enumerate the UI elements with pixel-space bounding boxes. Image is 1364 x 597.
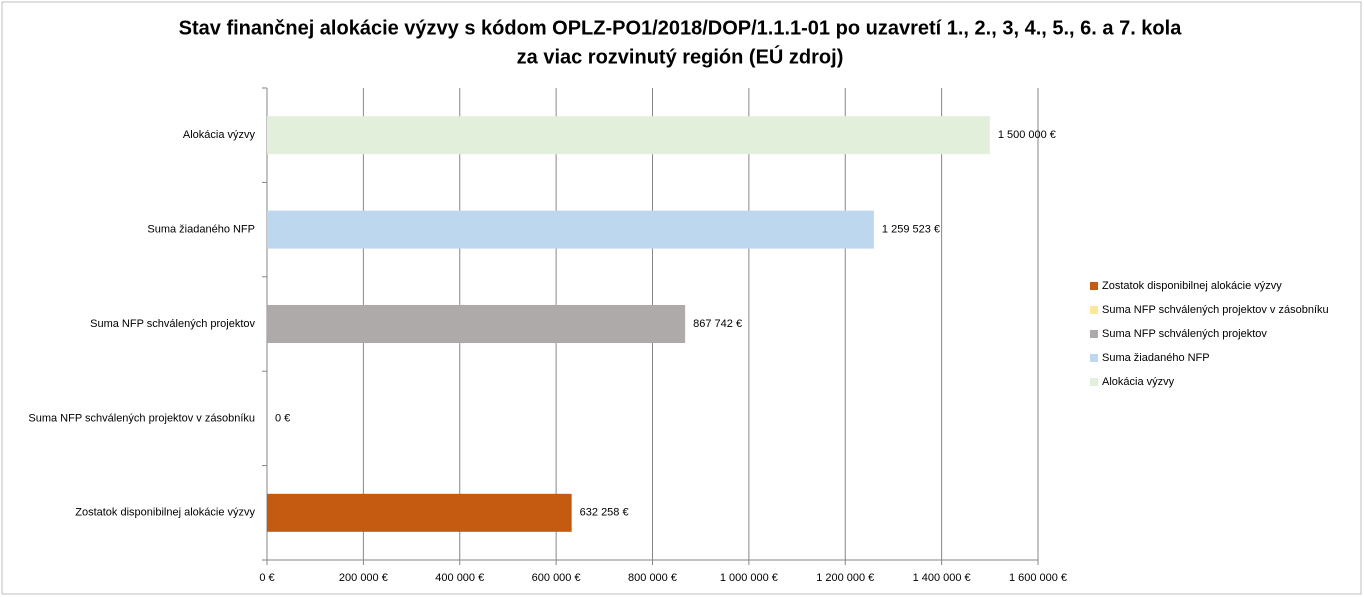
y-tick-label: Suma NFP schválených projektov v zásobní… — [28, 412, 255, 424]
bar — [267, 305, 686, 343]
y-tick-label: Suma žiadaného NFP — [147, 224, 255, 236]
legend-label: Alokácia výzvy — [1102, 376, 1175, 388]
chart-title: Stav finančnej alokácie výzvy s kódom OP… — [179, 17, 1183, 39]
x-tick-label: 1 200 000 € — [816, 572, 874, 584]
x-tick-label: 800 000 € — [628, 572, 677, 584]
value-label: 632 258 € — [580, 507, 629, 519]
legend-label: Suma žiadaného NFP — [1102, 352, 1210, 364]
y-tick-label: Alokácia výzvy — [183, 129, 256, 141]
bar — [267, 116, 990, 155]
x-tick-label: 1 600 000 € — [1009, 572, 1067, 584]
y-tick-label: Suma NFP schválených projektov — [90, 318, 255, 330]
legend-swatch — [1090, 330, 1098, 338]
legend-swatch — [1090, 282, 1098, 290]
value-label: 867 742 € — [693, 318, 742, 330]
value-label: 1 500 000 € — [998, 129, 1056, 141]
x-tick-label: 1 400 000 € — [913, 572, 971, 584]
value-label: 0 € — [275, 412, 290, 424]
x-tick-label: 600 000 € — [532, 572, 581, 584]
bar — [267, 210, 874, 249]
x-tick-label: 1 000 000 € — [720, 572, 778, 584]
legend-swatch — [1090, 306, 1098, 314]
chart-title: za viac rozvinutý región (EÚ zdroj) — [517, 44, 844, 68]
legend-swatch — [1090, 378, 1098, 386]
x-tick-label: 200 000 € — [339, 572, 388, 584]
value-label: 1 259 523 € — [882, 224, 940, 236]
x-tick-label: 0 € — [259, 572, 274, 584]
legend-label: Zostatok disponibilnej alokácie výzvy — [1102, 280, 1282, 292]
legend-swatch — [1090, 354, 1098, 362]
legend-label: Suma NFP schválených projektov v zásobní… — [1102, 304, 1329, 316]
y-tick-label: Zostatok disponibilnej alokácie výzvy — [75, 507, 255, 519]
bar — [267, 493, 572, 532]
x-tick-label: 400 000 € — [435, 572, 484, 584]
legend-label: Suma NFP schválených projektov — [1102, 328, 1267, 340]
